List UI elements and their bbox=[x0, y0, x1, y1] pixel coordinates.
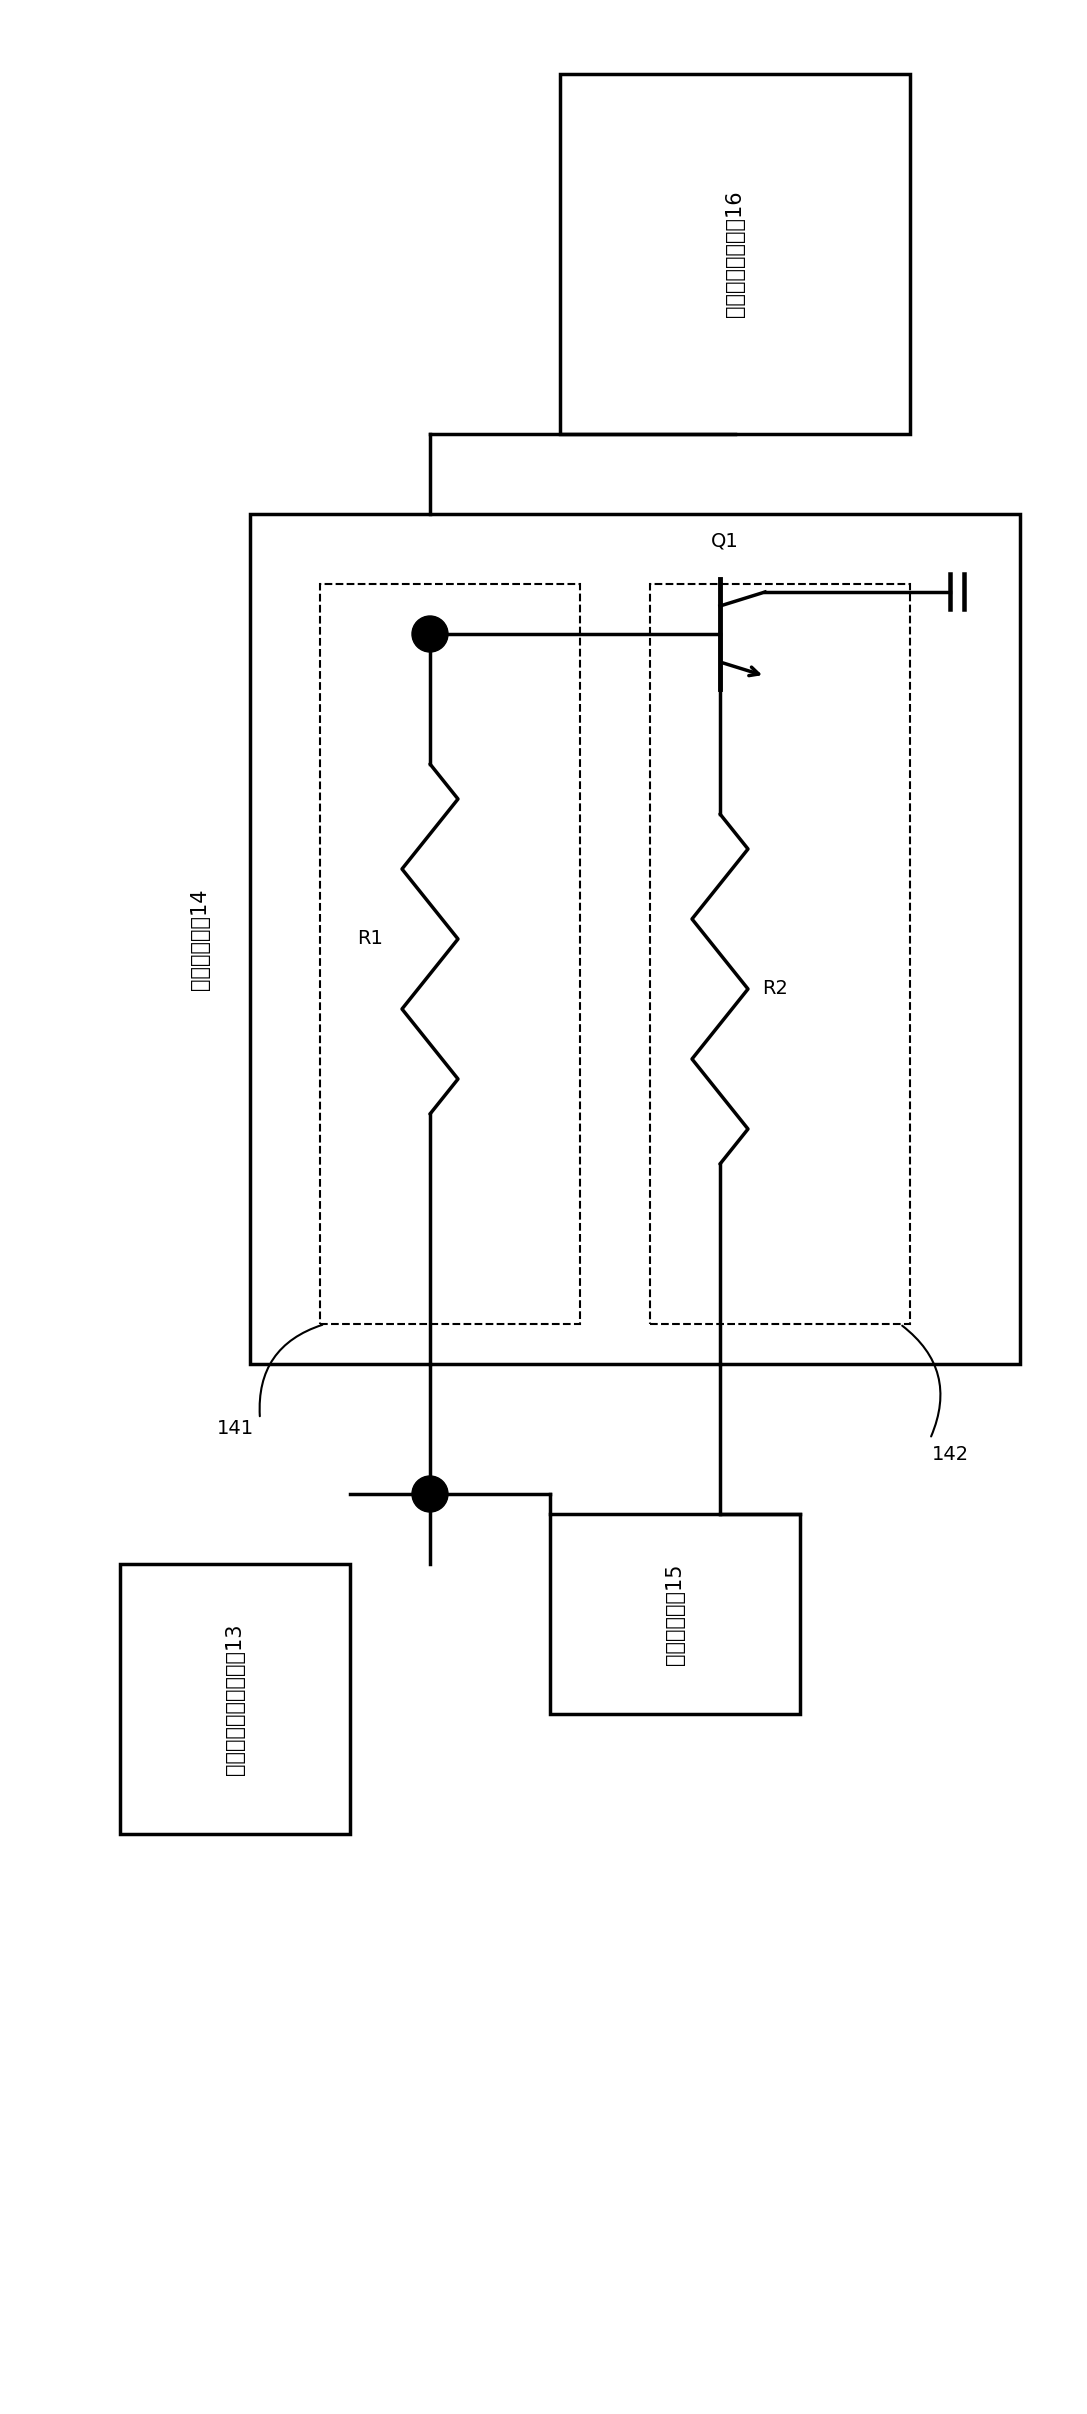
Text: 141: 141 bbox=[216, 1419, 253, 1439]
Circle shape bbox=[412, 616, 448, 652]
Text: R2: R2 bbox=[762, 980, 788, 999]
Bar bbox=[320, 584, 580, 1323]
Text: 微型控制电路15: 微型控制电路15 bbox=[665, 1564, 685, 1666]
Bar bbox=[560, 75, 910, 435]
Bar bbox=[250, 514, 1020, 1364]
Text: 打印机主控制电路接匈13: 打印机主控制电路接匈13 bbox=[225, 1622, 245, 1774]
Circle shape bbox=[412, 1475, 448, 1511]
Text: 142: 142 bbox=[932, 1444, 969, 1463]
Bar bbox=[550, 1514, 800, 1714]
Bar bbox=[650, 584, 910, 1323]
Text: 信号干扰电路14: 信号干扰电路14 bbox=[190, 888, 210, 990]
Text: Q1: Q1 bbox=[711, 531, 739, 550]
Text: 字车控制电路接口16: 字车控制电路接口16 bbox=[725, 191, 745, 316]
Bar bbox=[120, 1564, 350, 1835]
Text: R1: R1 bbox=[357, 929, 383, 949]
